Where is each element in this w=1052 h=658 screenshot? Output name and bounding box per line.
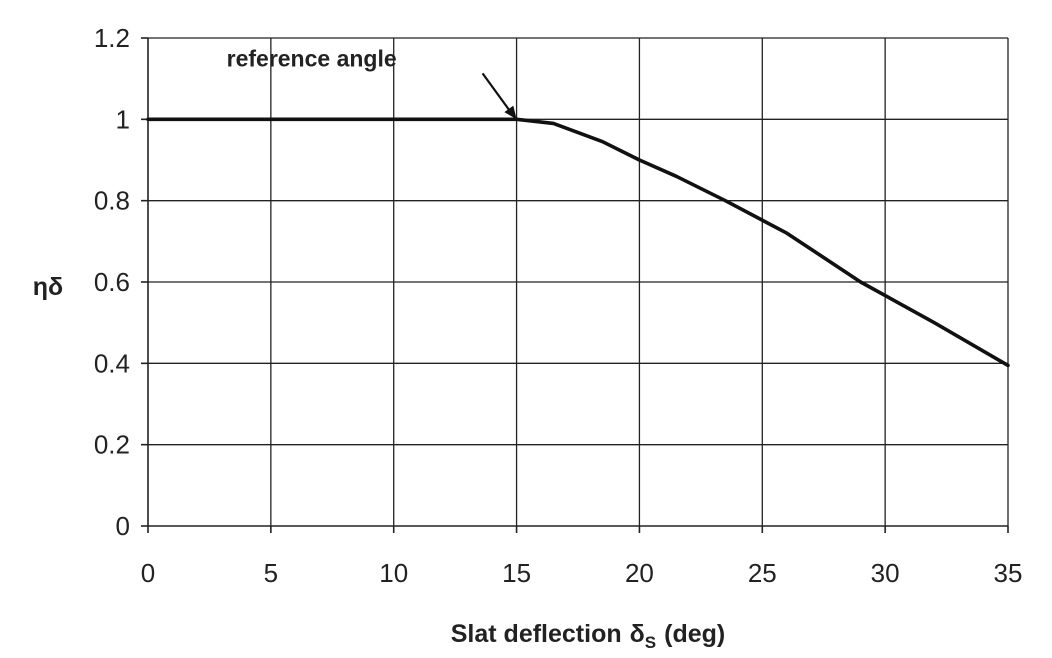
annotations: reference angle <box>227 45 517 120</box>
axes: 0 0.2 0.4 0.6 0.8 1 1.2 0 5 10 15 20 25 30 35 <box>94 23 1023 588</box>
x-tick-label-3: 15 <box>502 558 531 588</box>
x-tick-label-7: 35 <box>994 558 1023 588</box>
x-axis-title-subscript: S <box>645 633 656 652</box>
y-tick-label-4: 0.8 <box>94 186 130 216</box>
y-tick-label-2: 0.4 <box>94 348 130 378</box>
x-tick-label-5: 25 <box>748 558 777 588</box>
grid <box>148 37 1009 526</box>
x-tick-label-4: 20 <box>625 558 654 588</box>
x-tick-label-6: 30 <box>871 558 900 588</box>
y-tick-label-5: 1 <box>116 104 130 134</box>
x-tick-label-1: 5 <box>264 558 278 588</box>
y-tick-label-6: 1.2 <box>94 23 130 53</box>
annotation-arrowhead-0 <box>504 105 517 120</box>
y-axis-title: ηδ <box>33 273 63 301</box>
x-tick-label-0: 0 <box>141 558 155 588</box>
y-tick-label-3: 0.6 <box>94 267 130 297</box>
series <box>146 117 1010 368</box>
annotation-arrow-0 <box>481 72 513 114</box>
x-axis-title-text: Slat deflection <box>451 620 622 648</box>
y-tick-label-1: 0.2 <box>94 430 130 460</box>
y-tick-label-0: 0 <box>116 511 130 541</box>
x-axis-title: Slat deflection δS (deg) <box>451 620 726 652</box>
x-axis-title-unit: (deg) <box>664 620 725 648</box>
x-tick-label-2: 10 <box>379 558 408 588</box>
x-axis-title-symbol: δ <box>630 620 645 648</box>
annotation-label-0: reference angle <box>227 45 397 71</box>
series-line-0 <box>146 117 1010 368</box>
